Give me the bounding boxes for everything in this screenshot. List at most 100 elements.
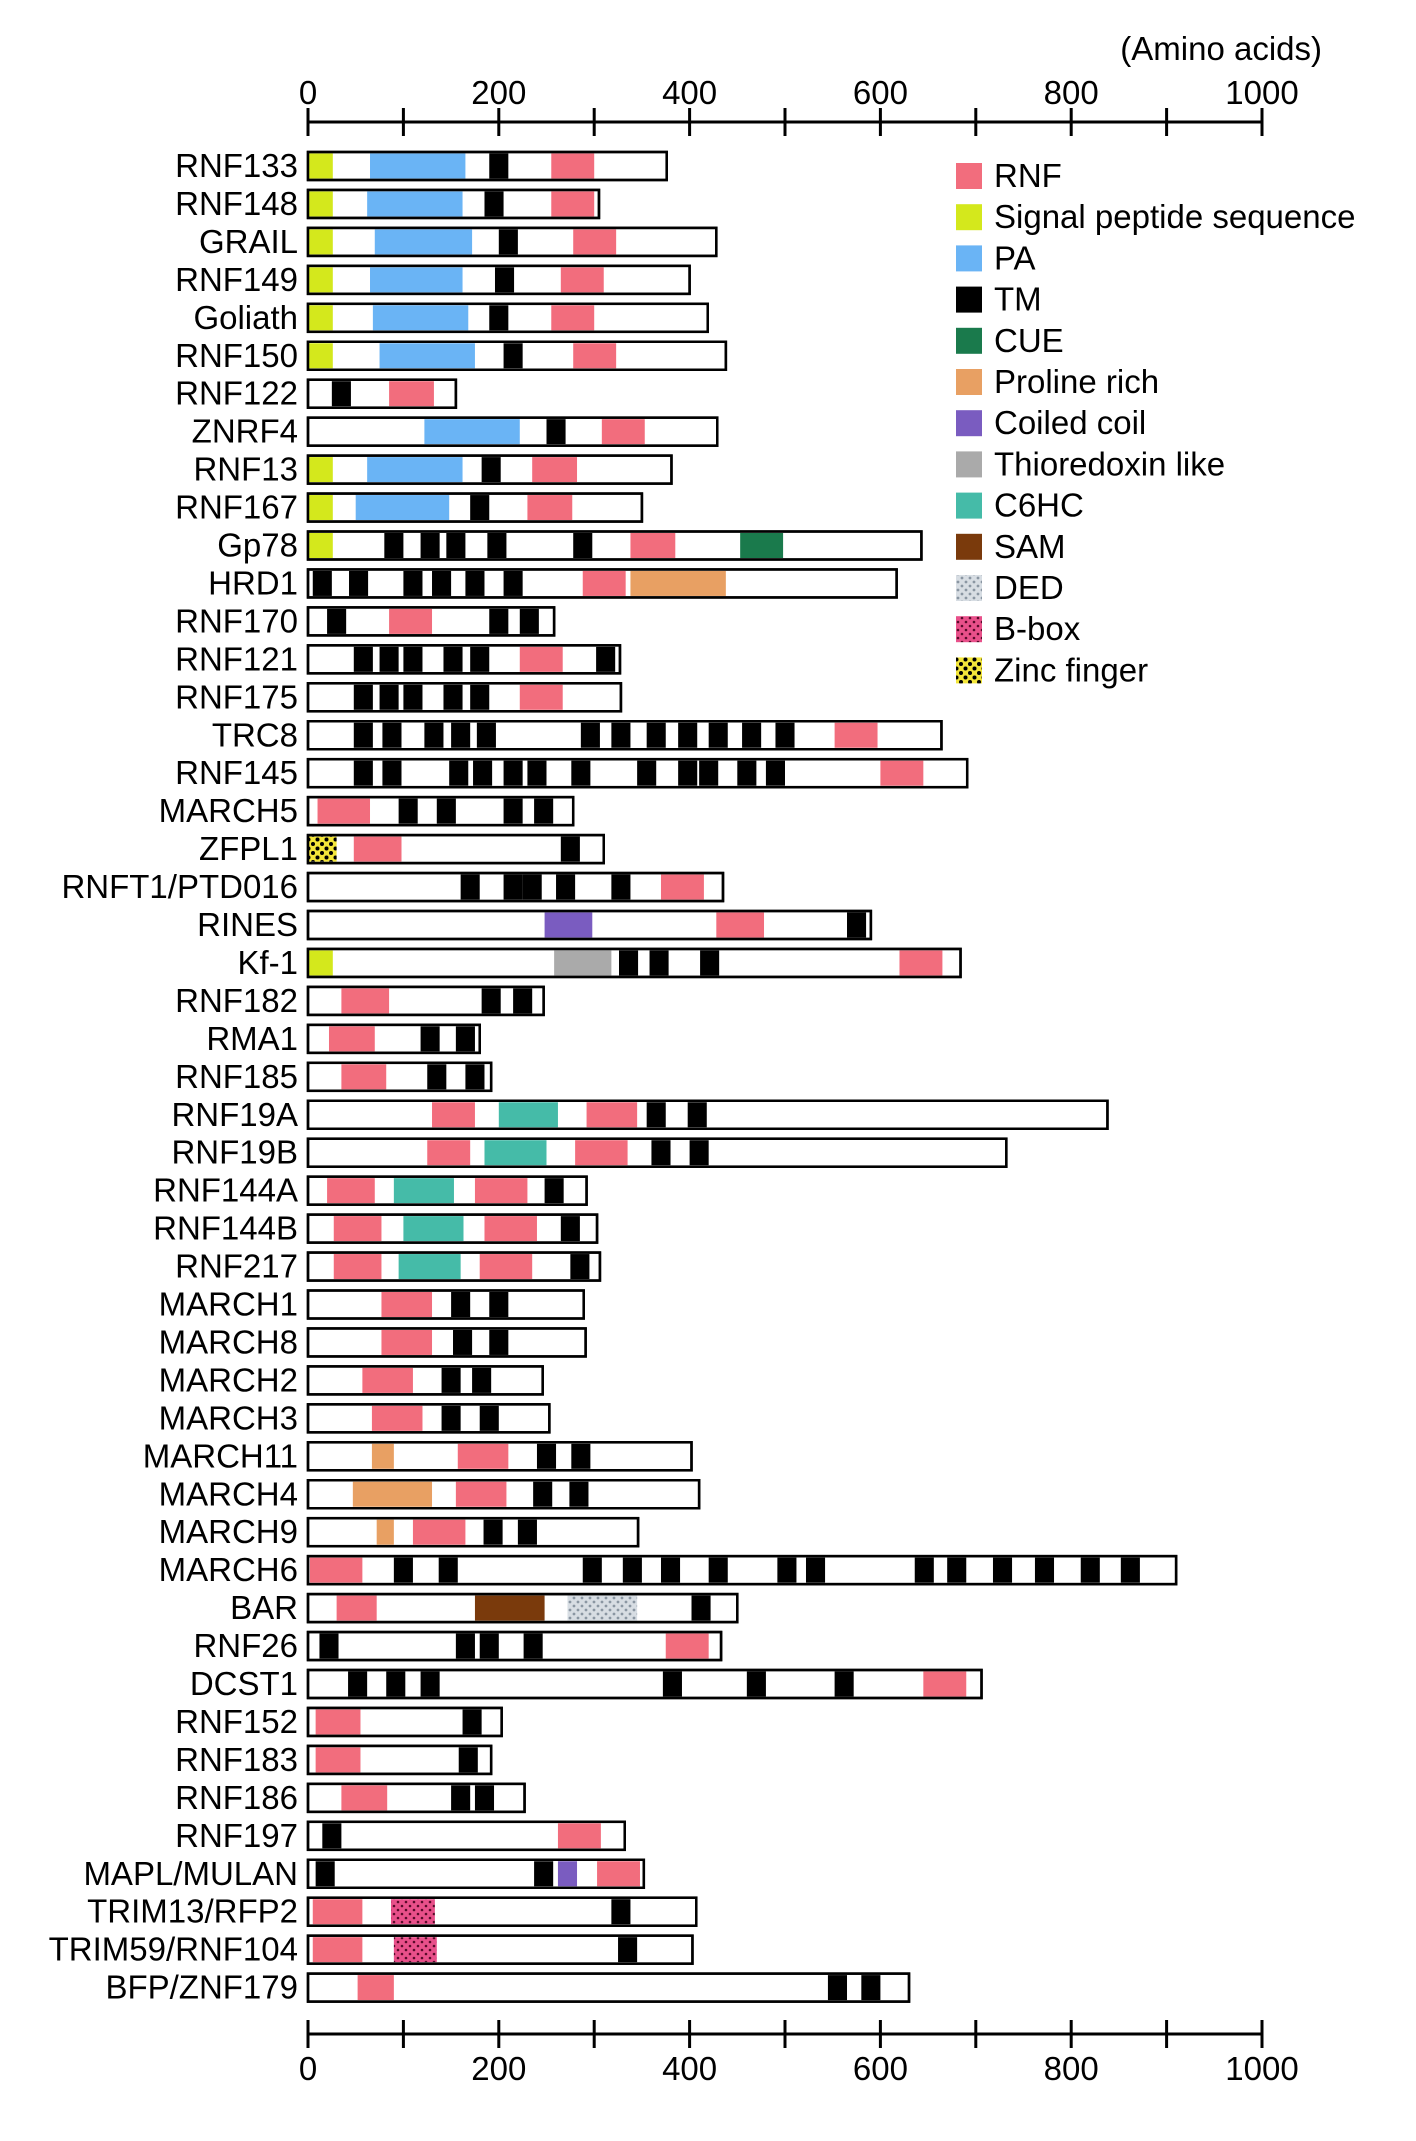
domain-tm — [348, 1671, 368, 1697]
domain-tm — [379, 646, 399, 672]
domain-rnf — [660, 874, 704, 900]
domain-tm — [742, 722, 762, 748]
domain-rnf — [551, 305, 595, 331]
protein-bar-outline — [306, 188, 601, 220]
protein-row: RNF175 — [175, 678, 623, 715]
domain-tm — [438, 1557, 458, 1583]
domain-tm — [687, 1102, 707, 1128]
domain-cc — [557, 1861, 578, 1887]
domain-tm — [353, 760, 373, 786]
protein-bar — [306, 833, 605, 865]
domain-tm — [481, 988, 501, 1014]
domain-rnf — [317, 798, 371, 824]
protein-bar-outline — [306, 1630, 723, 1662]
legend-label: PA — [994, 239, 1036, 276]
domain-rnf — [457, 1443, 509, 1469]
protein-name: Kf-1 — [237, 944, 298, 981]
legend-label: SAM — [994, 528, 1066, 565]
protein-name: MARCH3 — [159, 1399, 298, 1436]
domain-tm — [914, 1557, 934, 1583]
domain-tm — [580, 722, 600, 748]
domain-rnf — [586, 1102, 638, 1128]
domain-rnf — [357, 1975, 394, 2001]
top-axis-tick-label: 200 — [471, 74, 526, 111]
domain-tm — [678, 722, 698, 748]
legend-entry: C6HC — [956, 487, 1084, 524]
domain-tm — [498, 229, 518, 255]
legend-swatch — [956, 327, 982, 354]
domain-rnf — [557, 1823, 601, 1849]
bottom-axis-tick-label: 0 — [299, 2050, 317, 2087]
domain-c6hc — [393, 1178, 454, 1204]
protein-name: RNF148 — [175, 185, 298, 222]
protein-row: DCST1 — [190, 1665, 983, 1702]
domain-tm — [460, 874, 480, 900]
protein-row: RNF19A — [171, 1096, 1109, 1133]
domain-tm — [451, 1292, 471, 1317]
domain-tm — [427, 1064, 447, 1090]
domain-rnf — [573, 343, 617, 369]
domain-rnf — [389, 381, 434, 407]
domain-tm — [847, 912, 867, 938]
legend-swatch — [956, 533, 982, 560]
protein-bar-outline — [306, 530, 923, 561]
protein-name: RNF122 — [175, 375, 298, 412]
domain-pa — [370, 267, 463, 293]
domain-c6hc — [484, 1140, 547, 1166]
domain-ded — [567, 1595, 638, 1621]
protein-bar-outline — [306, 1782, 526, 1814]
domain-tm — [522, 874, 542, 900]
protein-bar-outline — [306, 1744, 493, 1776]
legend-swatch — [956, 245, 982, 272]
domain-sp — [308, 267, 333, 293]
domain-tm — [403, 646, 423, 672]
domain-rnf — [432, 1102, 475, 1128]
domain-cue — [740, 533, 784, 558]
legend-swatch — [956, 657, 982, 684]
protein-row: RNF150 — [175, 337, 728, 374]
domain-rnf — [427, 1140, 471, 1166]
domain-bbox — [390, 1899, 435, 1925]
protein-row: RNF144A — [153, 1172, 588, 1209]
domain-tm — [382, 760, 402, 786]
domain-tm — [611, 722, 631, 748]
protein-row: MARCH8 — [159, 1323, 587, 1360]
domain-tm — [472, 1367, 492, 1393]
protein-name: RNF186 — [175, 1779, 298, 1816]
domain-tm — [662, 1671, 682, 1697]
domain-pa — [379, 343, 475, 369]
domain-rnf — [880, 760, 924, 786]
domain-tm — [398, 798, 418, 824]
domain-tm — [746, 1671, 766, 1697]
domain-sp — [308, 343, 333, 369]
protein-row: BFP/ZNF179 — [105, 1969, 911, 2006]
protein-name: RNF170 — [175, 602, 298, 639]
protein-row: MARCH3 — [159, 1399, 551, 1436]
protein-bar-outline — [306, 226, 718, 258]
domain-tm — [393, 1557, 413, 1583]
protein-bar-outline — [306, 795, 575, 827]
domain-rnf — [389, 608, 433, 634]
protein-name: RNF144B — [153, 1210, 298, 1247]
protein-row: MARCH11 — [143, 1437, 693, 1474]
domain-rnf — [519, 646, 563, 672]
protein-name: BAR — [230, 1589, 298, 1626]
legend-label: Proline rich — [994, 363, 1159, 400]
top-axis-tick-label: 800 — [1044, 74, 1099, 111]
domain-rnf — [315, 1709, 361, 1735]
protein-row: RNFT1/PTD016 — [61, 868, 725, 905]
domain-zf — [308, 836, 337, 862]
domain-tm — [805, 1557, 826, 1583]
protein-bar-outline — [306, 1896, 698, 1927]
legend-entry: Signal peptide sequence — [956, 198, 1355, 235]
domain-tm — [596, 646, 616, 672]
protein-name: MARCH4 — [159, 1475, 298, 1512]
protein-bar-outline — [306, 1365, 544, 1396]
protein-bar-outline — [306, 378, 458, 409]
domain-tm — [353, 646, 373, 672]
protein-bar-outline — [306, 947, 962, 979]
protein-row: RNF182 — [175, 982, 545, 1019]
protein-bar-outline — [306, 720, 943, 751]
domain-rnf — [899, 950, 943, 976]
